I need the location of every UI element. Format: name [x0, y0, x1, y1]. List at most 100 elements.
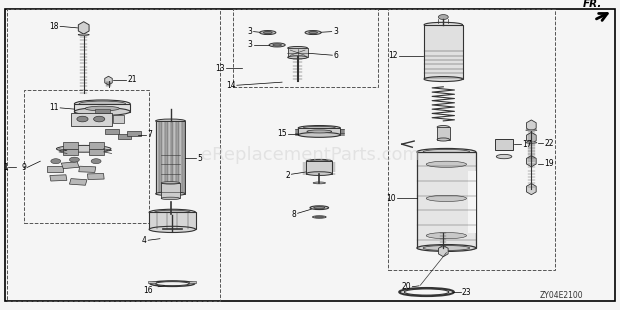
Ellipse shape	[307, 130, 332, 133]
Bar	[189, 281, 197, 283]
Ellipse shape	[404, 289, 449, 295]
Text: 15: 15	[277, 129, 287, 139]
Ellipse shape	[423, 246, 470, 250]
Polygon shape	[149, 212, 196, 229]
Ellipse shape	[56, 145, 111, 152]
Text: 22: 22	[544, 139, 554, 148]
Text: 5: 5	[197, 153, 202, 163]
Text: 13: 13	[215, 64, 224, 73]
Ellipse shape	[437, 126, 450, 129]
Ellipse shape	[424, 22, 463, 27]
Circle shape	[77, 116, 88, 122]
Ellipse shape	[309, 32, 317, 33]
Bar	[79, 166, 95, 172]
Ellipse shape	[437, 138, 450, 141]
Bar	[89, 142, 104, 148]
Bar	[105, 129, 119, 134]
Bar	[156, 121, 159, 194]
Text: 23: 23	[462, 288, 472, 298]
Polygon shape	[306, 161, 332, 174]
Ellipse shape	[526, 130, 537, 131]
Ellipse shape	[427, 195, 466, 202]
Circle shape	[69, 157, 79, 162]
Text: 4: 4	[142, 236, 147, 245]
Text: 12: 12	[389, 51, 398, 60]
Text: 1: 1	[3, 163, 8, 172]
Polygon shape	[526, 120, 536, 131]
Polygon shape	[105, 76, 112, 85]
Text: 7: 7	[148, 130, 153, 140]
Text: 6: 6	[334, 51, 339, 60]
Text: ZY04E2100: ZY04E2100	[539, 290, 583, 300]
Ellipse shape	[315, 216, 324, 218]
Bar	[69, 179, 87, 185]
Bar	[50, 175, 67, 181]
Bar	[61, 162, 79, 169]
Bar	[127, 131, 141, 136]
Polygon shape	[468, 170, 476, 232]
Ellipse shape	[155, 281, 190, 286]
Text: 2: 2	[285, 170, 290, 180]
Ellipse shape	[526, 142, 537, 143]
Text: FR.: FR.	[583, 0, 603, 9]
Text: 14: 14	[226, 81, 236, 90]
Ellipse shape	[298, 126, 340, 131]
Ellipse shape	[310, 206, 329, 210]
Text: 3: 3	[247, 40, 252, 50]
Ellipse shape	[313, 182, 326, 184]
Bar	[167, 121, 170, 194]
Bar	[179, 121, 182, 194]
Text: 8: 8	[291, 210, 296, 219]
Ellipse shape	[78, 34, 89, 35]
Ellipse shape	[306, 159, 332, 163]
Ellipse shape	[314, 206, 325, 209]
Ellipse shape	[427, 161, 466, 167]
Ellipse shape	[312, 216, 326, 218]
Polygon shape	[424, 25, 463, 79]
Polygon shape	[438, 246, 448, 257]
Ellipse shape	[260, 31, 276, 35]
Ellipse shape	[288, 56, 308, 59]
Circle shape	[94, 116, 105, 122]
Text: 10: 10	[386, 194, 396, 203]
Text: 11: 11	[50, 103, 59, 113]
Ellipse shape	[306, 172, 332, 175]
Bar	[46, 166, 63, 172]
Ellipse shape	[427, 232, 466, 239]
Bar	[164, 121, 167, 194]
Ellipse shape	[310, 160, 329, 162]
Polygon shape	[71, 113, 112, 126]
Bar	[148, 281, 156, 283]
Ellipse shape	[161, 182, 180, 184]
Bar	[89, 149, 104, 155]
Ellipse shape	[303, 126, 335, 130]
Text: eReplacementParts.com: eReplacementParts.com	[200, 146, 420, 164]
Circle shape	[51, 159, 61, 164]
Bar	[182, 121, 185, 194]
Ellipse shape	[149, 209, 196, 215]
Ellipse shape	[156, 192, 185, 196]
Text: 19: 19	[544, 159, 554, 168]
Polygon shape	[526, 132, 536, 144]
Ellipse shape	[298, 132, 340, 137]
Text: 9: 9	[21, 163, 26, 172]
Ellipse shape	[79, 101, 125, 107]
Ellipse shape	[156, 119, 185, 123]
Bar	[87, 174, 104, 179]
Ellipse shape	[150, 281, 195, 286]
Polygon shape	[78, 22, 89, 34]
Polygon shape	[74, 104, 130, 112]
Ellipse shape	[154, 210, 190, 215]
Polygon shape	[495, 139, 513, 150]
Ellipse shape	[86, 106, 119, 111]
Ellipse shape	[417, 245, 476, 251]
Bar	[159, 121, 162, 194]
Circle shape	[91, 159, 101, 164]
Ellipse shape	[269, 43, 285, 47]
Ellipse shape	[74, 100, 130, 108]
Text: 20: 20	[401, 282, 411, 291]
Text: 3: 3	[333, 27, 338, 36]
Ellipse shape	[288, 46, 308, 50]
Bar	[63, 142, 78, 148]
Ellipse shape	[273, 44, 281, 46]
